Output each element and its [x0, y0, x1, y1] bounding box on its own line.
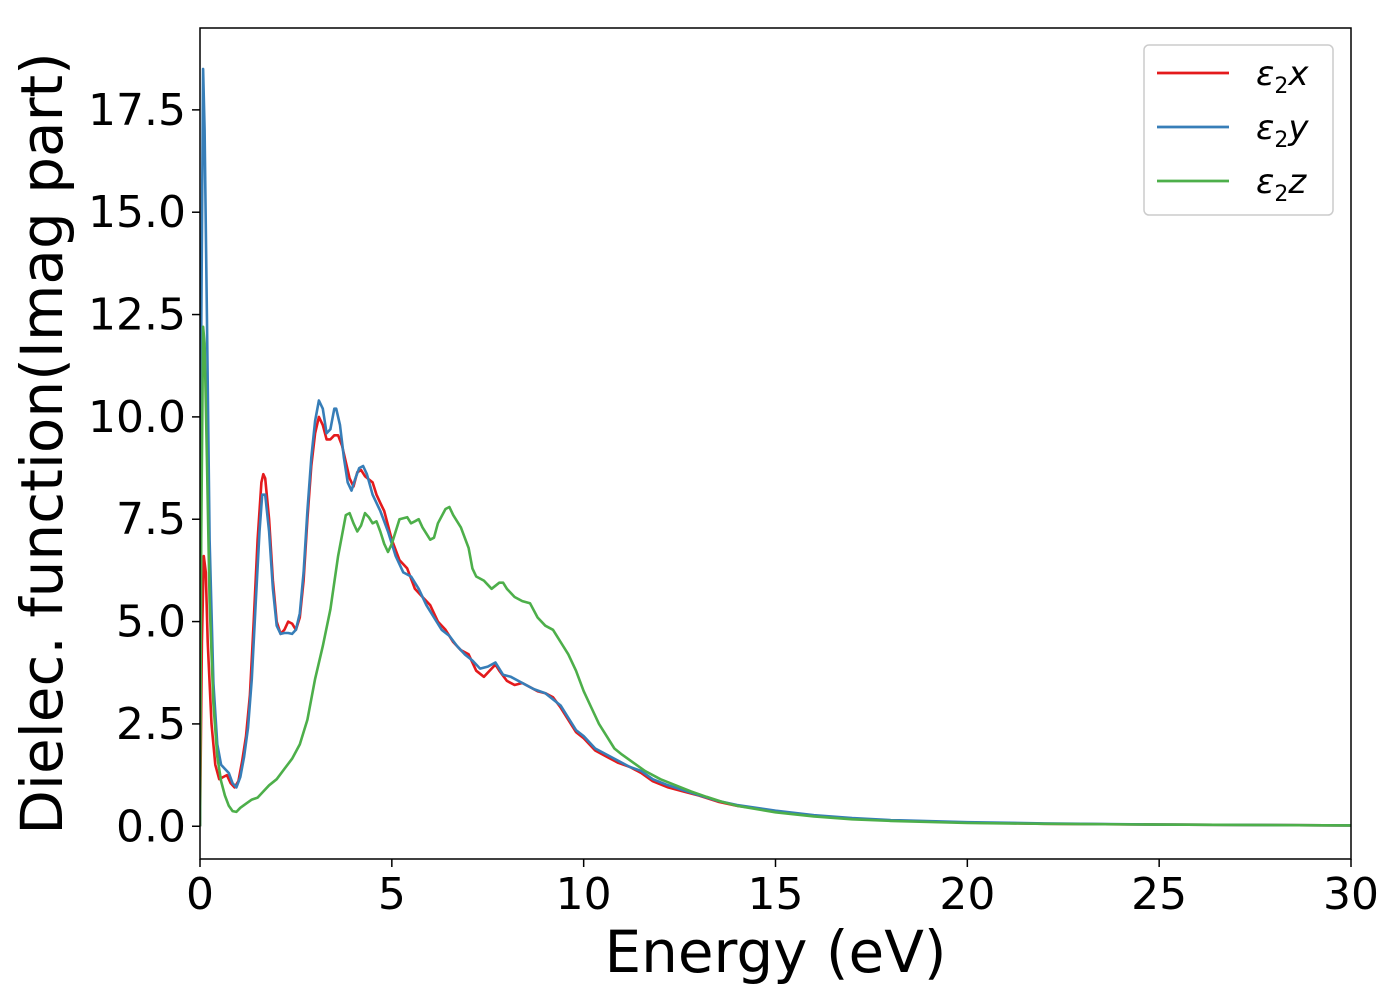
y-tick-label: 5.0 [116, 597, 186, 648]
y-tick-label: 10.0 [88, 392, 186, 443]
legend-box [1143, 44, 1334, 216]
legend-label-y: ε2y [1256, 108, 1309, 153]
y-axis: 0.0 2.5 5.0 7.5 10.0 12.5 15.0 17.5 [88, 85, 200, 852]
x-tick-label: 25 [1131, 869, 1187, 920]
x-tick-label: 15 [748, 869, 804, 920]
series-line-y [200, 67, 1351, 827]
x-axis-label: Energy (eV) [604, 918, 946, 986]
x-tick-label: 10 [556, 869, 612, 920]
y-tick-label: 2.5 [116, 699, 186, 750]
x-axis: 0 5 10 15 20 25 30 [186, 859, 1379, 920]
legend-label-z: ε2z [1256, 162, 1307, 207]
y-tick-label: 0.0 [116, 801, 186, 852]
y-tick-label: 7.5 [116, 494, 186, 545]
legend-label-x: ε2x [1256, 54, 1309, 99]
x-tick-label: 0 [186, 869, 214, 920]
series-line-z [200, 325, 1351, 827]
y-axis-label: Dielec. function(Imag part) [8, 52, 76, 835]
plot-lines [200, 67, 1351, 827]
x-tick-label: 20 [939, 869, 995, 920]
series-line-x [200, 415, 1351, 827]
legend: ε2x ε2y ε2z [1143, 44, 1334, 216]
x-tick-label: 30 [1323, 869, 1379, 920]
y-tick-label: 15.0 [88, 187, 186, 238]
x-tick-label: 5 [378, 869, 406, 920]
y-tick-label: 12.5 [88, 290, 186, 341]
y-tick-label: 17.5 [88, 85, 186, 136]
